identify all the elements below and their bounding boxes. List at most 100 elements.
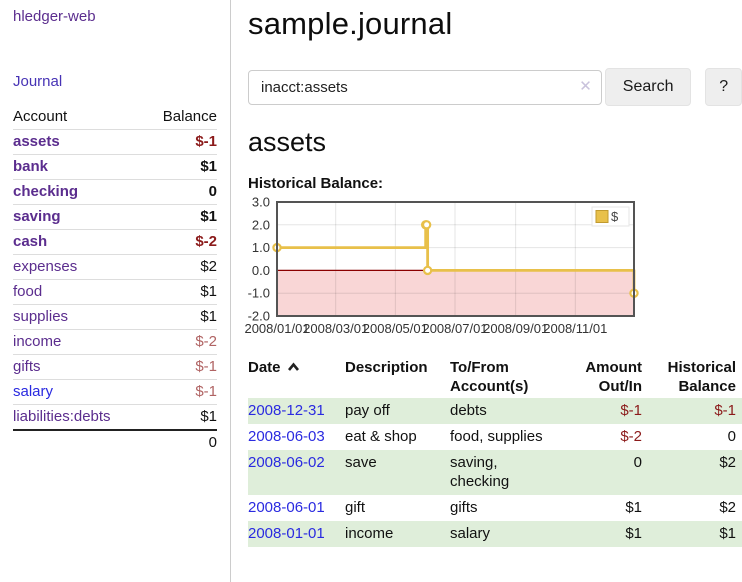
account-row: liabilities:debts $1 — [13, 404, 217, 431]
account-balance: $1 — [144, 304, 217, 330]
accounts-header-account: Account — [13, 105, 145, 130]
balance-chart-svg: $3.0 2.0 1.0 0.0 -1.0 -2.02008/01/012008/03/0… — [244, 195, 639, 336]
account-balance: $1 — [144, 279, 217, 305]
account-balance: $-2 — [144, 229, 217, 255]
app-brand-link[interactable]: hledger-web — [13, 8, 96, 25]
help-button[interactable]: ? — [705, 68, 742, 106]
register-header-balance: Historical Balance — [667, 359, 736, 395]
data-point-marker — [421, 220, 432, 230]
register-header-accounts: To/From Account(s) — [450, 359, 529, 395]
x-tick-label: 2008/11/01 — [543, 321, 607, 336]
transaction-date-link[interactable]: 2008-12-31 — [248, 402, 325, 419]
transaction-accounts: saving, checking — [450, 454, 510, 490]
transaction-date-link[interactable]: 2008-01-01 — [248, 525, 325, 542]
chart-border — [276, 201, 635, 317]
transaction-description: eat & shop — [345, 428, 417, 445]
account-row: cash $-2 — [13, 229, 217, 255]
accounts-header-balance: Balance — [144, 105, 217, 130]
accounts-total-value: 0 — [144, 429, 217, 455]
transaction-date-link[interactable]: 2008-06-03 — [248, 428, 325, 445]
x-tick-label: 2008/07/01 — [422, 321, 487, 336]
transaction-accounts: debts — [450, 402, 487, 419]
account-heading: assets — [248, 127, 327, 157]
search-form: ✕ Search ? — [248, 68, 742, 106]
register-table-body: 2008-12-31 pay off debts $-1 $-1 2008-06-03 ea… — [248, 398, 742, 547]
account-row: bank $1 — [13, 154, 217, 180]
accounts-total-row: 0 — [13, 429, 217, 455]
clear-search-icon[interactable]: ✕ — [579, 77, 592, 95]
sidebar-item-journal[interactable]: Journal — [13, 73, 63, 90]
transaction-amount: $1 — [625, 525, 642, 542]
transaction-amount: $-1 — [620, 402, 642, 419]
legend-label: $ — [611, 209, 619, 224]
transaction-description: gift — [345, 499, 366, 516]
account-link[interactable]: bank — [13, 158, 49, 175]
transaction-accounts: salary — [450, 525, 491, 542]
account-link[interactable]: food — [13, 283, 43, 300]
transaction-balance: $-1 — [714, 402, 736, 419]
transaction-balance: 0 — [727, 428, 736, 445]
account-row: income $-2 — [13, 329, 217, 355]
sort-ascending-icon — [287, 362, 299, 371]
register-row: 2008-06-02 save saving, checking 0 $2 — [248, 450, 742, 495]
account-balance: 0 — [144, 179, 217, 205]
y-tick-label: 1.0 — [252, 240, 270, 255]
page-title: sample.journal — [248, 6, 453, 41]
account-link[interactable]: gifts — [13, 358, 41, 375]
transaction-date-cell: 2008-12-31 — [248, 398, 345, 424]
account-link[interactable]: expenses — [13, 258, 78, 275]
x-tick-label: 2008/03/01 — [303, 321, 368, 336]
transaction-balance: $1 — [719, 525, 736, 542]
account-row: assets $-1 — [13, 129, 217, 155]
account-link[interactable]: supplies — [13, 308, 69, 325]
account-row: food $1 — [13, 279, 217, 305]
account-link[interactable]: cash — [13, 233, 48, 250]
account-balance: $-1 — [144, 354, 217, 380]
transaction-amount: $1 — [625, 499, 642, 516]
account-balance: $1 — [144, 204, 217, 230]
register-header-amount: Amount Out/In — [585, 359, 642, 395]
transaction-date-cell: 2008-01-01 — [248, 521, 345, 547]
accounts-table: Account Balance assets $-1 bank $1 checking 0… — [13, 105, 217, 455]
register-header-description: Description — [345, 359, 428, 376]
transaction-accounts: gifts — [450, 499, 478, 516]
x-tick-label: 2008/09/01 — [483, 321, 548, 336]
y-tick-label: -2.0 — [248, 309, 270, 324]
account-link[interactable]: checking — [13, 183, 79, 200]
transaction-date-cell: 2008-06-02 — [248, 450, 345, 495]
account-link[interactable]: liabilities:debts — [13, 408, 111, 425]
sidebar: hledger-web Journal Account Balance asse… — [0, 0, 231, 582]
account-link[interactable]: salary — [13, 383, 54, 400]
legend-swatch — [595, 210, 609, 223]
transaction-date-cell: 2008-06-03 — [248, 424, 345, 450]
transaction-date-cell: 2008-06-01 — [248, 495, 345, 521]
account-row: gifts $-1 — [13, 354, 217, 380]
account-balance: $-1 — [144, 129, 217, 155]
register-row: 2008-06-03 eat & shop food, supplies $-2 0 — [248, 424, 742, 450]
register-header-date[interactable]: Date — [248, 356, 345, 398]
transaction-balance: $2 — [719, 499, 736, 516]
register-row: 2008-01-01 income salary $1 $1 — [248, 521, 742, 547]
search-button[interactable]: Search — [604, 68, 692, 106]
search-input[interactable] — [248, 69, 602, 105]
account-link[interactable]: saving — [13, 208, 61, 225]
register-table: Date Description To/From Account(s) Amou… — [248, 356, 742, 547]
account-row: supplies $1 — [13, 304, 217, 330]
transaction-balance: $2 — [719, 454, 736, 471]
transaction-amount: 0 — [633, 454, 642, 471]
y-tick-label: 0.0 — [252, 263, 270, 278]
account-link[interactable]: income — [13, 333, 62, 350]
transaction-date-link[interactable]: 2008-06-01 — [248, 499, 325, 516]
account-row: checking 0 — [13, 179, 217, 205]
transaction-amount: $-2 — [620, 428, 642, 445]
negative-region — [277, 270, 634, 316]
accounts-table-body: assets $-1 bank $1 checking 0 saving $1 cash $-2 e… — [13, 129, 217, 431]
y-tick-label: 2.0 — [252, 217, 270, 232]
account-row: expenses $2 — [13, 254, 217, 280]
transaction-date-link[interactable]: 2008-06-02 — [248, 454, 325, 471]
account-balance: $1 — [144, 404, 217, 431]
data-point-marker — [422, 265, 433, 276]
account-link[interactable]: assets — [13, 133, 60, 150]
account-balance: $-2 — [144, 329, 217, 355]
transaction-accounts: food, supplies — [450, 428, 543, 445]
